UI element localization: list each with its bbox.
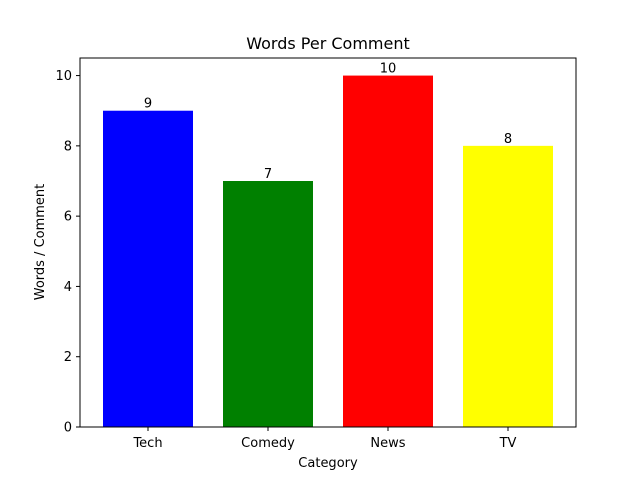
y-axis-label: Words / Comment	[33, 184, 48, 301]
bar-tech	[103, 110, 193, 427]
bar-comedy	[223, 181, 313, 427]
data-label-comedy: 7	[264, 167, 272, 182]
bar-tv	[463, 145, 553, 427]
y-tick-label: 8	[64, 139, 72, 154]
data-label-tech: 9	[144, 97, 152, 112]
x-axis-label: Category	[298, 456, 358, 471]
chart-title: Words Per Comment	[246, 34, 410, 53]
y-tick-label: 0	[64, 421, 72, 436]
axes-frame	[79, 57, 577, 428]
y-tick-label: 4	[64, 280, 72, 295]
x-tick-label: News	[370, 436, 405, 451]
y-tick-label: 6	[64, 210, 72, 225]
data-label-tv: 8	[504, 132, 512, 147]
y-tick-label: 2	[64, 350, 72, 365]
bar-news	[343, 75, 433, 428]
plot-area: 9 Tech 7 Comedy 10 News 8 TV 0 2 4 6 8 10	[55, 57, 577, 451]
x-tick-label: Tech	[132, 436, 162, 451]
x-tick-label: TV	[499, 436, 517, 451]
data-label-news: 10	[380, 62, 397, 77]
y-tick-label: 10	[55, 69, 72, 84]
x-tick-label: Comedy	[241, 436, 295, 451]
